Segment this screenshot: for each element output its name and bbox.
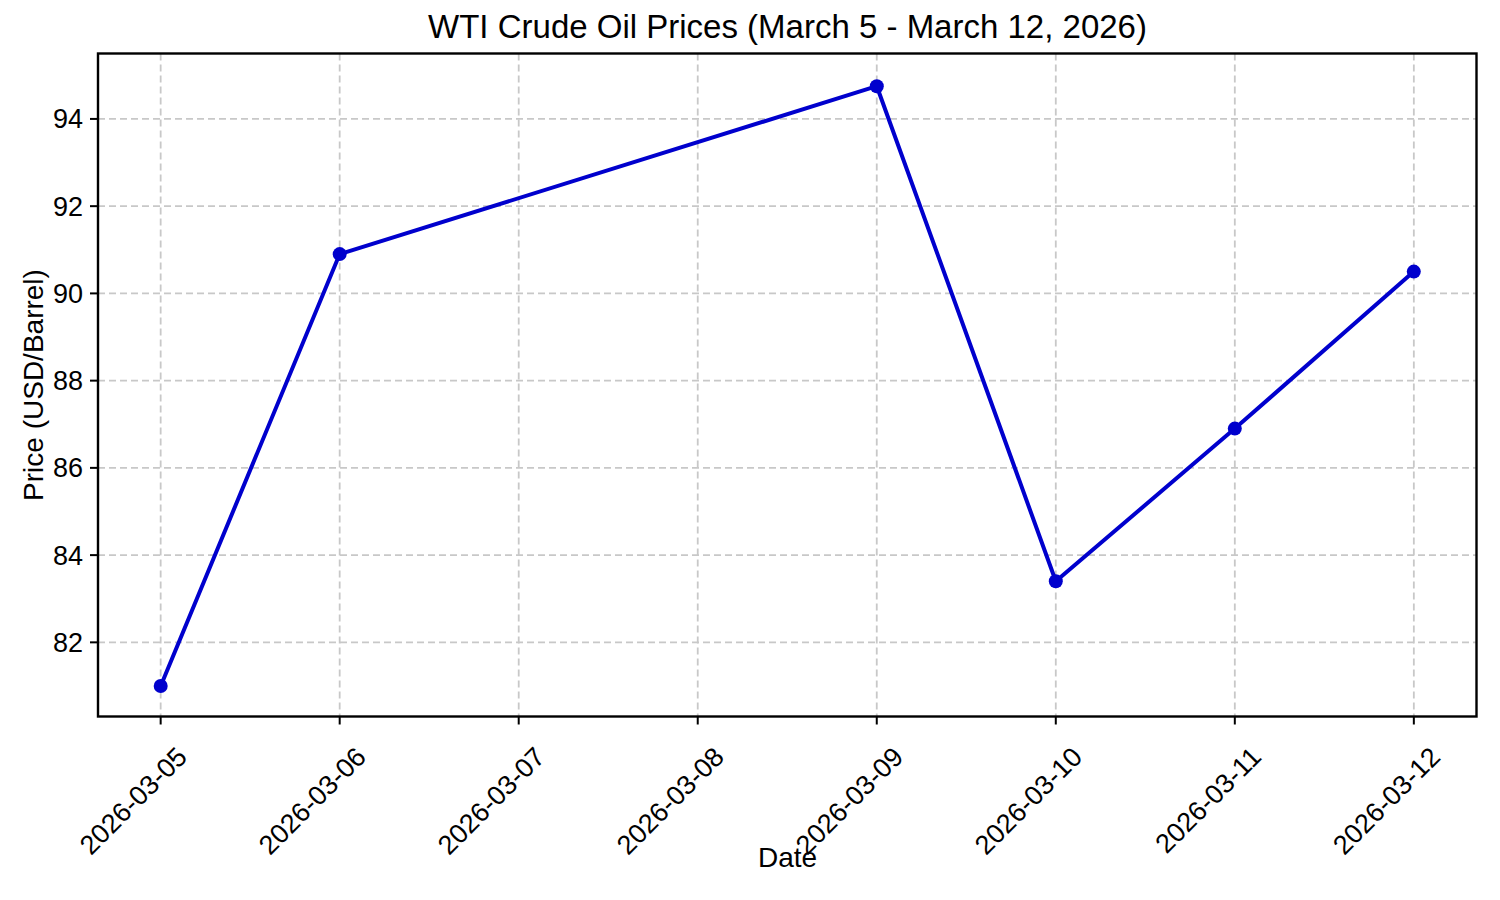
y-tick-label: 84	[53, 541, 83, 571]
chart-figure: 828486889092942026-03-052026-03-062026-0…	[0, 0, 1500, 900]
plot-border	[98, 54, 1477, 717]
chart-canvas: 828486889092942026-03-052026-03-062026-0…	[0, 0, 1500, 900]
data-point-marker	[154, 679, 168, 693]
x-axis-label: Date	[98, 842, 1477, 874]
y-tick-label: 94	[53, 104, 83, 134]
y-tick-label: 90	[53, 279, 83, 309]
data-point-marker	[870, 79, 884, 93]
y-tick-label: 86	[53, 453, 83, 483]
chart-title: WTI Crude Oil Prices (March 5 - March 12…	[98, 8, 1477, 46]
y-tick-label: 82	[53, 628, 83, 658]
y-axis-label: Price (USD/Barrel)	[18, 269, 50, 501]
data-point-marker	[1049, 574, 1063, 588]
y-tick-label: 92	[53, 192, 83, 222]
y-tick-label: 88	[53, 366, 83, 396]
price-line	[161, 86, 1414, 686]
data-point-marker	[333, 247, 347, 261]
data-point-marker	[1228, 422, 1242, 436]
data-point-marker	[1407, 265, 1421, 279]
